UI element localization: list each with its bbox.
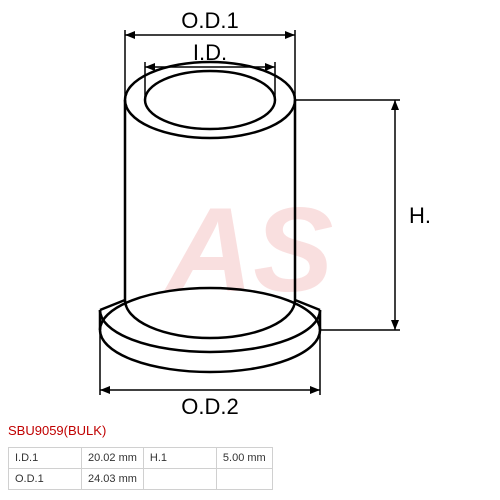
spec-value: 5.00 mm [216, 448, 272, 469]
label-od1: O.D.1 [181, 8, 238, 33]
table-row: O.D.1 24.03 mm [9, 469, 273, 490]
spec-label: I.D.1 [9, 448, 82, 469]
table-row: I.D.1 20.02 mm H.1 5.00 mm [9, 448, 273, 469]
label-h: H. [409, 203, 431, 228]
spec-label: O.D.1 [9, 469, 82, 490]
spec-label: H.1 [143, 448, 216, 469]
spec-table: I.D.1 20.02 mm H.1 5.00 mm O.D.1 24.03 m… [8, 447, 273, 490]
label-id: I.D. [193, 40, 227, 65]
part-number: SBU9059(BULK) [8, 423, 106, 438]
spec-value [216, 469, 272, 490]
spec-value: 24.03 mm [82, 469, 144, 490]
label-od2: O.D.2 [181, 394, 238, 419]
bushing-diagram: O.D.1 I.D. H. O.D.2 [0, 0, 500, 420]
spec-value: 20.02 mm [82, 448, 144, 469]
spec-label [143, 469, 216, 490]
